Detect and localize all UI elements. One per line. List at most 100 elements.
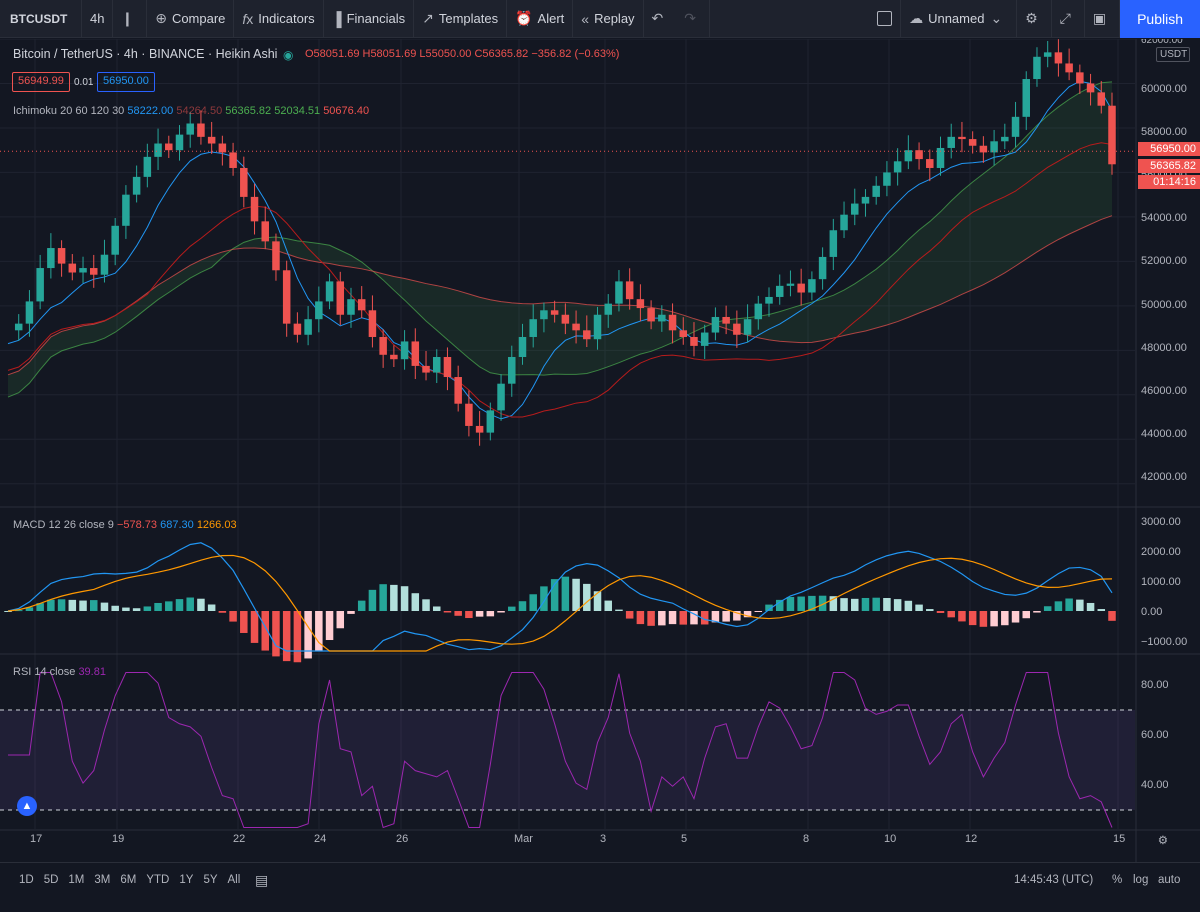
candle-body	[411, 341, 420, 366]
time-axis-label: 10	[884, 833, 897, 845]
compare-button[interactable]: ⊕ Compare	[147, 0, 235, 38]
snapshot-button[interactable]: ▣	[1085, 0, 1121, 38]
candle-body	[1011, 116, 1020, 137]
candle-body	[465, 403, 473, 426]
macd-histogram-bar	[818, 595, 827, 611]
chart-style-button[interactable]: ❙	[113, 0, 148, 38]
macd-histogram-bar	[1001, 611, 1009, 626]
macd-histogram-bar	[240, 611, 248, 633]
alert-button[interactable]: ⏰ Alert	[507, 0, 574, 38]
range-3m[interactable]: 3M	[94, 874, 111, 886]
currency-label[interactable]: USDT	[1156, 47, 1190, 62]
macd-v1: −578.73	[116, 519, 158, 531]
candle-body	[347, 299, 355, 315]
range-ytd[interactable]: YTD	[146, 874, 170, 886]
undo-icon: ↶	[651, 10, 664, 26]
rewind-icon: «	[581, 10, 590, 27]
macd-histogram-bar	[122, 607, 130, 611]
bottom-toolbar: 17 19 22 24 26 Mar 3 5 8 10 12 15 ⚙ 1D 5D 1M 3M 6M YTD 1Y…	[0, 833, 1200, 912]
utc-clock[interactable]: 14:45:43 (UTC)	[1014, 874, 1094, 886]
macd-histogram-bar	[390, 584, 398, 611]
candle-body	[808, 279, 816, 293]
chart-area[interactable]: Bitcoin / TetherUS · 4h · BINANCE · Heik…	[0, 39, 1200, 862]
range-1y[interactable]: 1Y	[179, 874, 194, 886]
macd-histogram-bar	[733, 611, 741, 621]
percent-toggle[interactable]: %	[1112, 874, 1123, 886]
candle-body	[486, 410, 495, 433]
goto-date-icon[interactable]: ▤	[255, 872, 269, 888]
alert-label: Alert	[537, 11, 565, 26]
layout-name-button[interactable]: ☁ Unnamed ⌄	[901, 0, 1018, 38]
time-axis[interactable]: 17 19 22 24 26 Mar 3 5 8 10 12 15	[0, 833, 1140, 853]
candle-body	[615, 281, 623, 304]
candle-body	[229, 152, 237, 168]
candle-body	[454, 377, 462, 404]
publish-button[interactable]: Publish	[1120, 0, 1200, 38]
candle-body	[79, 268, 87, 273]
macd-histogram-bar	[422, 599, 430, 611]
macd-axis-label: 2000.00	[1141, 546, 1181, 558]
indicators-button[interactable]: fx Indicators	[234, 0, 324, 38]
sell-price-button[interactable]: 56949.99	[12, 72, 70, 92]
macd-histogram-bar	[615, 609, 623, 611]
top-toolbar: BTCUSDT 4h ❙ ⊕ Compare fx Indicators ▐ Fina…	[0, 0, 1200, 38]
tradingview-logo-icon[interactable]: ▲	[17, 796, 37, 816]
replay-label: Replay	[594, 11, 635, 26]
ohlc-high: H58051.69	[362, 48, 417, 60]
templates-icon: ↗	[422, 10, 434, 26]
fullscreen-checkbox[interactable]	[869, 0, 902, 38]
axis-settings-gear-icon[interactable]: ⚙	[1157, 835, 1168, 847]
candle-body	[636, 299, 645, 309]
candle-body	[518, 336, 527, 358]
macd-histogram-bar	[411, 593, 420, 611]
bar-chart-icon: ▐	[331, 10, 342, 27]
range-all[interactable]: All	[227, 874, 241, 886]
macd-histogram-bar	[658, 611, 666, 626]
financials-button[interactable]: ▐ Financials	[324, 0, 415, 38]
ichimoku-legend[interactable]: Ichimoku 20 60 120 30 58222.00 54264.50 …	[13, 105, 369, 117]
candle-body	[861, 196, 870, 204]
undo-button[interactable]: ↶	[644, 0, 677, 38]
chart-canvas[interactable]	[0, 39, 1200, 862]
price-axis-label: 58000.00	[1141, 126, 1187, 139]
candle-body	[240, 167, 248, 197]
candle-body	[958, 136, 966, 140]
range-6m[interactable]: 6M	[120, 874, 137, 886]
log-toggle[interactable]: log	[1133, 874, 1149, 886]
rsi-legend[interactable]: RSI 14 close 39.81	[13, 666, 106, 678]
templates-button[interactable]: ↗ Templates	[414, 0, 508, 38]
range-5y[interactable]: 5Y	[203, 874, 218, 886]
candle-body	[325, 281, 334, 302]
candle-body	[422, 365, 430, 373]
macd-histogram-bar	[990, 611, 998, 627]
chevron-down-icon: ⌄	[990, 10, 1003, 26]
macd-histogram-bar	[36, 603, 44, 611]
macd-legend[interactable]: MACD 12 26 close 9 −578.73 687.30 1266.0…	[13, 519, 237, 531]
auto-toggle[interactable]: auto	[1158, 874, 1181, 886]
candle-body	[1065, 63, 1073, 73]
range-1d[interactable]: 1D	[19, 874, 34, 886]
macd-histogram-bar	[25, 607, 34, 611]
time-axis-label: Mar	[514, 833, 533, 845]
redo-button[interactable]: ↷	[676, 0, 711, 38]
fullscreen-button[interactable]: ⤢	[1052, 0, 1085, 38]
ohlc-values: O58051.69 H58051.69 L55050.00 C56365.82 …	[305, 48, 619, 60]
macd-histogram-bar	[808, 595, 816, 611]
interval-button[interactable]: 4h	[82, 0, 114, 38]
replay-button[interactable]: « Replay	[573, 0, 644, 38]
candle-body	[690, 336, 698, 346]
macd-histogram-bar	[79, 600, 87, 611]
time-axis-label: 22	[233, 833, 246, 845]
indicators-label: Indicators	[258, 11, 315, 26]
macd-histogram-bar	[143, 606, 152, 611]
fx-icon: fx	[242, 10, 254, 27]
candle-body	[282, 270, 291, 324]
settings-button[interactable]: ⚙	[1017, 0, 1052, 38]
macd-histogram-bar	[14, 610, 23, 612]
candle-body	[1001, 136, 1009, 142]
macd-histogram-bar	[132, 608, 141, 611]
range-1m[interactable]: 1M	[68, 874, 85, 886]
symbol-search-button[interactable]: BTCUSDT	[0, 0, 82, 38]
buy-price-button[interactable]: 56950.00	[97, 72, 155, 92]
range-5d[interactable]: 5D	[43, 874, 59, 886]
